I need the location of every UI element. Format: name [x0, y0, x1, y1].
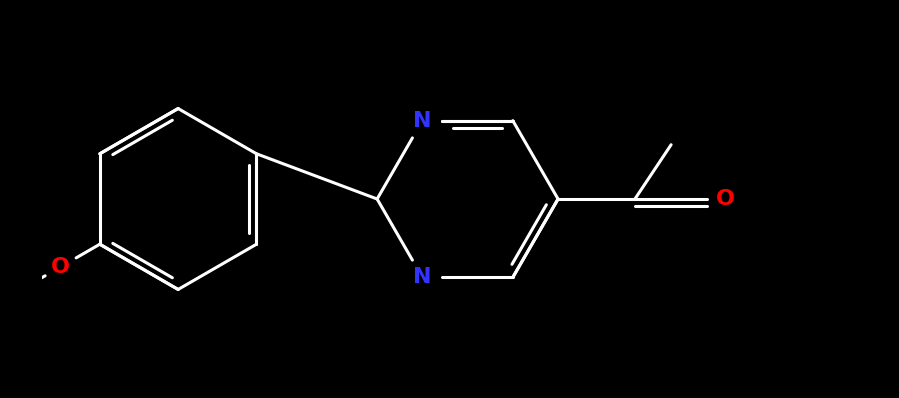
Text: O: O [716, 189, 734, 209]
Text: N: N [414, 267, 432, 287]
Text: O: O [51, 257, 70, 277]
Text: N: N [414, 111, 432, 131]
